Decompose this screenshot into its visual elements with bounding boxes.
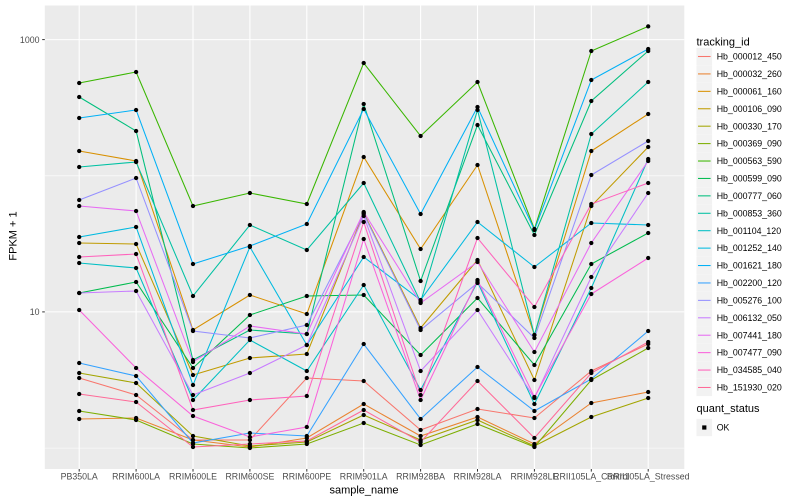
svg-text:Hb_007477_090: Hb_007477_090 [717,348,782,358]
svg-text:Hb_002200_120: Hb_002200_120 [717,278,782,288]
svg-text:Hb_006132_050: Hb_006132_050 [717,313,782,323]
svg-text:RRIM928LE: RRIM928LE [510,471,558,481]
svg-text:Hb_000369_090: Hb_000369_090 [717,139,782,149]
svg-text:RRIM928BA: RRIM928BA [396,471,445,481]
svg-text:RRIM600LA: RRIM600LA [112,471,160,481]
svg-text:Hb_007441_180: Hb_007441_180 [717,330,782,340]
svg-text:Hb_005276_100: Hb_005276_100 [717,295,782,305]
svg-text:Hb_000599_090: Hb_000599_090 [717,174,782,184]
svg-text:FPKM + 1: FPKM + 1 [8,211,20,260]
svg-text:Hb_001252_140: Hb_001252_140 [717,243,782,253]
svg-text:quant_status: quant_status [697,403,760,415]
svg-text:RRIM901LA: RRIM901LA [340,471,388,481]
svg-text:RRII105LA_Stressed: RRII105LA_Stressed [607,471,690,481]
svg-text:Hb_000853_360: Hb_000853_360 [717,208,782,218]
svg-text:Hb_000106_090: Hb_000106_090 [717,104,782,114]
svg-text:Hb_000061_160: Hb_000061_160 [717,86,782,96]
svg-text:RRIM928LA: RRIM928LA [454,471,502,481]
svg-text:Hb_000777_060: Hb_000777_060 [717,191,782,201]
svg-text:PB350LA: PB350LA [61,471,98,481]
svg-text:RRIM600LE: RRIM600LE [169,471,217,481]
svg-text:RRII105LA_Control: RRII105LA_Control [553,471,629,481]
svg-text:Hb_001104_120: Hb_001104_120 [717,226,782,236]
svg-text:Hb_000330_170: Hb_000330_170 [717,121,782,131]
svg-text:1000: 1000 [20,35,40,45]
svg-text:Hb_001621_180: Hb_001621_180 [717,261,782,271]
svg-text:sample_name: sample_name [329,485,398,497]
svg-text:OK: OK [717,423,730,433]
svg-text:Hb_151930_020: Hb_151930_020 [717,383,782,393]
svg-text:Hb_000563_590: Hb_000563_590 [717,156,782,166]
svg-text:Hb_000012_450: Hb_000012_450 [717,52,782,62]
svg-text:10: 10 [30,307,40,317]
svg-text:RRIM600PE: RRIM600PE [282,471,331,481]
svg-text:Hb_000032_260: Hb_000032_260 [717,69,782,79]
svg-text:RRIM600SE: RRIM600SE [225,471,274,481]
svg-text:tracking_id: tracking_id [697,37,750,49]
svg-text:Hb_034585_040: Hb_034585_040 [717,365,782,375]
